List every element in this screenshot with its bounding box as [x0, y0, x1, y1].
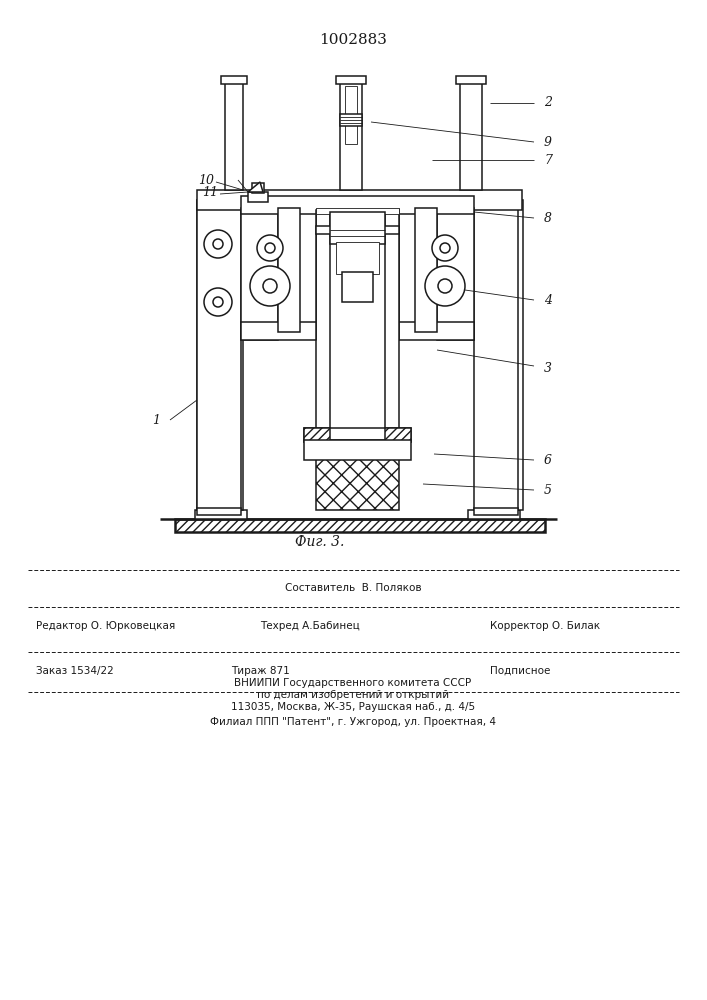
Polygon shape: [248, 182, 263, 192]
Bar: [316, 210, 399, 442]
Bar: [330, 212, 385, 244]
Text: 1: 1: [152, 414, 160, 426]
Circle shape: [257, 235, 283, 261]
Bar: [197, 508, 241, 515]
Bar: [437, 208, 474, 340]
Bar: [316, 226, 399, 234]
Bar: [241, 208, 278, 340]
Circle shape: [265, 243, 275, 253]
Bar: [197, 200, 213, 510]
Bar: [415, 208, 437, 332]
Text: Тираж 871: Тираж 871: [230, 666, 289, 676]
Bar: [316, 208, 399, 214]
Text: ВНИИПИ Государственного комитета СССР: ВНИИПИ Государственного комитета СССР: [235, 678, 472, 688]
Bar: [336, 76, 366, 84]
Bar: [252, 183, 264, 193]
Bar: [312, 440, 403, 455]
Bar: [460, 80, 482, 190]
Text: Подписное: Подписное: [490, 666, 550, 676]
Text: Заказ 1534/22: Заказ 1534/22: [36, 666, 114, 676]
Bar: [304, 428, 411, 442]
Text: Составитель  В. Поляков: Составитель В. Поляков: [285, 583, 421, 593]
Text: 10: 10: [198, 174, 214, 186]
Bar: [213, 200, 243, 510]
Circle shape: [440, 243, 450, 253]
Bar: [456, 76, 486, 84]
Circle shape: [213, 297, 223, 307]
Text: 11: 11: [202, 186, 218, 198]
Bar: [278, 208, 300, 332]
Bar: [477, 200, 507, 510]
Text: Филиал ППП "Патент", г. Ужгород, ул. Проектная, 4: Филиал ППП "Патент", г. Ужгород, ул. Про…: [210, 717, 496, 727]
Bar: [197, 200, 241, 510]
Bar: [225, 80, 243, 190]
Circle shape: [438, 279, 452, 293]
Circle shape: [263, 279, 277, 293]
Text: Редактор О. Юрковецкая: Редактор О. Юрковецкая: [36, 621, 175, 631]
Bar: [474, 508, 518, 515]
Bar: [304, 428, 330, 442]
Text: 8: 8: [544, 212, 552, 225]
Bar: [340, 80, 362, 190]
Text: Корректор О. Билак: Корректор О. Билак: [490, 621, 600, 631]
Circle shape: [425, 266, 465, 306]
Text: 4: 4: [544, 294, 552, 306]
Text: 1002883: 1002883: [319, 33, 387, 47]
Bar: [336, 242, 379, 274]
Text: 5: 5: [544, 484, 552, 496]
Bar: [507, 200, 523, 510]
Bar: [304, 440, 411, 460]
Bar: [474, 200, 518, 510]
Text: 6: 6: [544, 454, 552, 466]
Text: Фиг. 3.: Фиг. 3.: [296, 535, 345, 549]
Text: 2: 2: [544, 97, 552, 109]
Circle shape: [432, 235, 458, 261]
Bar: [342, 272, 373, 302]
Bar: [468, 510, 520, 519]
Bar: [241, 196, 474, 214]
Text: 3: 3: [544, 361, 552, 374]
Bar: [340, 114, 362, 126]
Bar: [385, 428, 411, 442]
Text: Техред А.Бабинец: Техред А.Бабинец: [260, 621, 360, 631]
Circle shape: [204, 288, 232, 316]
Circle shape: [204, 230, 232, 258]
Bar: [330, 210, 385, 442]
Bar: [175, 519, 545, 532]
Bar: [197, 190, 522, 210]
Bar: [221, 76, 247, 84]
Text: по делам изобретений и открытий: по делам изобретений и открытий: [257, 690, 449, 700]
Bar: [195, 510, 247, 519]
Bar: [248, 192, 268, 202]
Text: 7: 7: [544, 153, 552, 166]
Text: 9: 9: [544, 135, 552, 148]
Bar: [345, 86, 357, 144]
Bar: [241, 322, 474, 340]
Text: 113035, Москва, Ж-35, Раушская наб., д. 4/5: 113035, Москва, Ж-35, Раушская наб., д. …: [231, 702, 475, 712]
Circle shape: [213, 239, 223, 249]
Circle shape: [250, 266, 290, 306]
Bar: [316, 452, 399, 510]
